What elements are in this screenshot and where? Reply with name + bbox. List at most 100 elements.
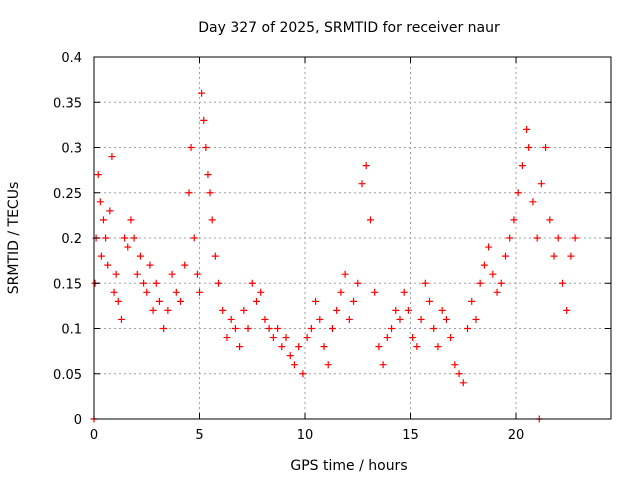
data-point <box>514 189 522 197</box>
data-point <box>493 288 501 296</box>
axis-ticks <box>93 56 611 420</box>
data-point <box>149 306 157 314</box>
data-point <box>426 297 434 305</box>
data-point <box>108 153 116 161</box>
data-point <box>542 144 550 151</box>
y-tick-label: 0.4 <box>61 51 82 66</box>
data-point <box>143 288 151 296</box>
y-tick-label: 0.3 <box>61 142 82 157</box>
data-point <box>354 279 362 287</box>
data-point <box>537 180 545 188</box>
data-point <box>501 252 509 260</box>
data-point <box>196 288 204 296</box>
data-point <box>413 343 421 351</box>
data-point <box>130 234 138 242</box>
data-point <box>121 234 129 242</box>
data-point <box>476 279 484 287</box>
data-point <box>312 297 320 305</box>
data-point <box>400 288 408 296</box>
data-point <box>252 297 260 305</box>
data-point <box>324 361 332 369</box>
data-point <box>316 315 324 323</box>
data-point <box>102 234 110 242</box>
data-point <box>350 297 358 305</box>
data-point <box>97 252 105 260</box>
y-tick-label: 0.2 <box>61 232 82 247</box>
data-point <box>146 261 154 269</box>
data-point <box>404 306 412 314</box>
data-point <box>510 216 518 224</box>
data-point <box>155 297 163 305</box>
data-point <box>447 334 455 342</box>
data-point <box>472 315 480 323</box>
data-point <box>366 216 374 224</box>
data-point <box>190 234 198 242</box>
data-point <box>396 315 404 323</box>
data-point <box>274 325 282 332</box>
y-tick-label: 0.1 <box>61 323 82 338</box>
data-point <box>558 279 566 287</box>
data-point <box>358 180 366 188</box>
data-point <box>438 306 446 314</box>
data-point <box>202 144 210 151</box>
data-point <box>497 279 505 287</box>
data-point <box>442 315 450 323</box>
data-point <box>563 306 571 314</box>
data-point <box>554 234 562 242</box>
data-point <box>244 325 252 332</box>
data-point <box>489 270 497 278</box>
data-point <box>480 261 488 269</box>
data-point <box>409 334 417 342</box>
data-point <box>152 279 160 287</box>
data-point <box>227 315 235 323</box>
y-tick-label: 0 <box>74 413 82 428</box>
data-point <box>208 216 216 224</box>
data-point <box>193 270 201 278</box>
data-point <box>172 288 180 296</box>
data-point <box>546 216 554 224</box>
data-point <box>299 370 307 378</box>
data-point <box>464 325 472 332</box>
data-point <box>506 234 514 242</box>
data-point <box>362 162 370 170</box>
data-point <box>117 315 125 323</box>
grid <box>94 57 611 419</box>
data-point <box>295 343 303 351</box>
data-point <box>468 297 476 305</box>
x-tick-label: 10 <box>297 428 314 443</box>
data-point <box>375 343 383 351</box>
data-point <box>136 252 144 260</box>
data-point <box>388 325 396 332</box>
data-point <box>219 306 227 314</box>
data-point <box>379 361 387 369</box>
data-point <box>223 334 231 342</box>
data-point <box>198 89 206 97</box>
y-tick-label: 0.35 <box>53 96 82 111</box>
data-point <box>110 288 118 296</box>
data-point <box>282 334 290 342</box>
data-point <box>177 297 185 305</box>
data-point <box>383 334 391 342</box>
data-point <box>112 270 120 278</box>
y-tick-label: 0.15 <box>53 277 82 292</box>
data-point <box>337 288 345 296</box>
data-point <box>181 261 189 269</box>
data-point <box>286 352 294 360</box>
data-point <box>240 306 248 314</box>
data-point <box>430 325 438 332</box>
x-axis-label: GPS time / hours <box>290 458 407 474</box>
data-point <box>459 379 467 387</box>
data-point <box>265 325 273 332</box>
data-point <box>215 279 223 287</box>
data-point <box>140 279 148 287</box>
data-point <box>114 297 122 305</box>
data-point <box>257 288 265 296</box>
data-point <box>529 198 537 206</box>
data-point <box>204 171 212 179</box>
data-point <box>567 252 575 260</box>
data-point <box>320 343 328 351</box>
data-point <box>96 198 104 206</box>
data-point <box>417 315 425 323</box>
data-point <box>571 234 579 242</box>
